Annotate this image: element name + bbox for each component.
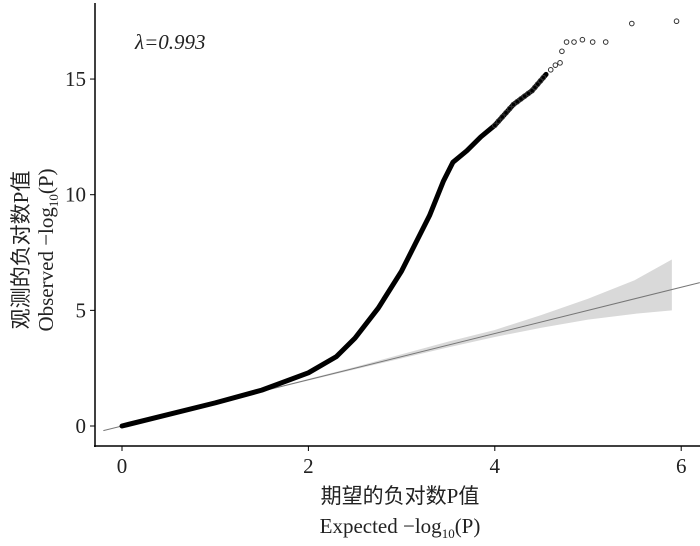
x-tick-label: 2: [303, 454, 314, 478]
x-axis-label-en: Expected −log10(P): [320, 514, 481, 541]
data-point: [514, 98, 520, 105]
data-point: [629, 20, 635, 27]
x-tick-label: 4: [490, 454, 501, 478]
data-point: [547, 66, 554, 73]
data-point: [521, 93, 528, 99]
data-point: [602, 39, 609, 45]
data-point: [499, 114, 506, 120]
data-point: [529, 87, 535, 94]
data-point: [589, 39, 596, 45]
data-point: [540, 74, 547, 81]
data-point: [571, 39, 577, 45]
x-tick-label: 0: [117, 454, 128, 478]
data-point: [495, 118, 502, 124]
lambda-annotation: λ=0.993: [134, 30, 206, 54]
y-tick-label: 0: [76, 414, 87, 438]
data-point: [492, 122, 498, 129]
data-point: [559, 48, 565, 55]
data-point: [552, 62, 559, 68]
y-axis-label-en: Observed −log10(P): [34, 168, 61, 331]
data-point: [510, 101, 517, 108]
y-tick-label: 10: [65, 183, 86, 207]
data-point: [563, 39, 570, 45]
observed-curve: [119, 71, 549, 429]
confidence-band: [261, 259, 672, 392]
data-point: [503, 110, 509, 116]
data-point: [537, 78, 544, 84]
y-axis-label-cn: 观测的负对数P值: [9, 171, 33, 330]
y-tick-label: 5: [76, 298, 87, 322]
data-point: [673, 18, 680, 25]
data-point: [506, 105, 513, 112]
data-point: [534, 81, 541, 87]
data-point: [525, 90, 532, 97]
data-point: [579, 36, 586, 43]
x-axis-label-cn: 期望的负对数P值: [321, 484, 480, 508]
data-point: [557, 60, 563, 66]
data-point: [518, 96, 524, 102]
y-tick-label: 15: [65, 67, 86, 91]
data-point: [532, 84, 538, 91]
x-tick-label: 6: [676, 454, 687, 478]
